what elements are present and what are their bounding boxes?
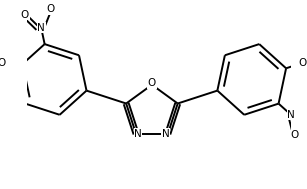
Text: O: O — [148, 78, 156, 88]
Text: N: N — [162, 129, 170, 139]
Text: N: N — [134, 129, 142, 139]
Text: O: O — [298, 58, 307, 68]
Text: O: O — [290, 130, 298, 140]
Text: N: N — [37, 23, 45, 33]
Text: N: N — [287, 110, 295, 120]
Text: O: O — [0, 58, 6, 68]
Text: O: O — [47, 4, 55, 14]
Text: O: O — [21, 10, 29, 20]
